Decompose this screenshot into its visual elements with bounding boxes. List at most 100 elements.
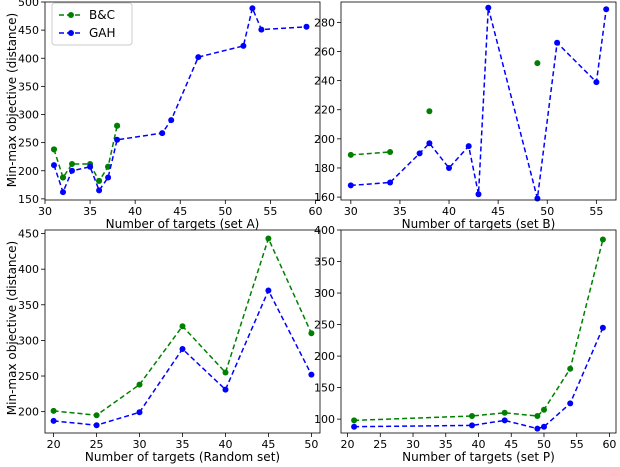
y-tick-label: 200 xyxy=(314,350,335,363)
data-point-bc xyxy=(387,149,394,155)
x-tick-label: 45 xyxy=(504,438,518,451)
y-tick-label: 100 xyxy=(314,413,335,426)
legend-label-bc: B&C xyxy=(89,8,115,22)
y-tick-label: 450 xyxy=(18,24,39,37)
data-point-gah xyxy=(87,163,94,170)
data-point-gah xyxy=(50,417,57,424)
plot-frame xyxy=(44,1,321,201)
data-point-gah xyxy=(303,23,310,30)
y-tick-label: 300 xyxy=(314,287,335,300)
data-point-bc xyxy=(69,161,75,167)
data-point-bc xyxy=(308,330,315,337)
data-point-bc xyxy=(541,406,547,413)
y-tick-label: 160 xyxy=(314,191,335,204)
data-point-gah xyxy=(416,150,423,157)
y-tick-label: 350 xyxy=(18,299,39,312)
data-point-gah xyxy=(96,187,103,194)
legend: B&C GAH xyxy=(51,2,133,46)
x-tick-label: 35 xyxy=(176,438,190,451)
x-tick-label: 50 xyxy=(537,438,551,451)
data-point-gah xyxy=(387,179,394,186)
data-point-gah xyxy=(567,400,574,407)
x-tick-label: 60 xyxy=(308,205,322,218)
data-point-gah xyxy=(465,143,472,150)
x-tick-label: 40 xyxy=(128,205,142,218)
y-tick-label: 250 xyxy=(314,319,335,332)
data-point-bc xyxy=(136,381,143,388)
data-point-bc xyxy=(265,235,272,242)
x-tick-label: 45 xyxy=(173,205,187,218)
x-tick-label: 30 xyxy=(38,205,52,218)
data-point-gah xyxy=(485,4,492,11)
x-tick-label: 30 xyxy=(406,438,420,451)
x-axis-label: Number of targets (set B) xyxy=(402,217,556,231)
y-tick-label: 400 xyxy=(314,224,335,237)
x-tick-label: 20 xyxy=(341,438,355,451)
data-point-gah xyxy=(114,136,121,143)
x-axis-label: Number of targets (set A) xyxy=(106,217,260,231)
legend-marker-gah xyxy=(68,30,74,36)
data-point-bc xyxy=(96,177,103,184)
data-point-gah xyxy=(475,191,482,198)
data-point-bc xyxy=(179,323,186,330)
series-line-gah xyxy=(53,5,307,195)
y-tick-label: 400 xyxy=(18,263,39,276)
x-tick-label: 40 xyxy=(442,205,456,218)
data-point-gah xyxy=(258,26,265,33)
y-tick-label: 300 xyxy=(18,109,39,122)
y-axis-label-bottom: Min-max objective (distance) xyxy=(5,241,19,415)
y-tick-label: 180 xyxy=(314,162,335,175)
data-point-gah xyxy=(195,54,202,61)
series-line-bc xyxy=(354,239,604,422)
data-point-gah xyxy=(265,287,272,294)
y-tick-label: 500 xyxy=(18,0,39,9)
y-tick-label: 350 xyxy=(314,256,335,269)
y-tick-label: 200 xyxy=(18,406,39,419)
data-point-bc xyxy=(567,365,574,372)
x-tick-label: 55 xyxy=(263,205,277,218)
y-tick-label: 240 xyxy=(314,75,335,88)
x-tick-label: 45 xyxy=(261,438,275,451)
plot-frame xyxy=(44,229,321,434)
x-tick-label: 50 xyxy=(540,205,554,218)
data-point-gah xyxy=(168,117,175,124)
data-point-gah xyxy=(426,140,433,147)
x-tick-label: 35 xyxy=(83,205,97,218)
x-tick-label: 40 xyxy=(218,438,232,451)
data-point-gah xyxy=(159,130,166,137)
y-tick-label: 220 xyxy=(314,104,335,117)
x-tick-label: 45 xyxy=(491,205,505,218)
panel-set-b: 30 35 40 45 50 55 160 180 200 220 240 260 280 Number … xyxy=(314,1,617,231)
data-point-gah xyxy=(93,422,100,429)
y-tick-label: 350 xyxy=(18,80,39,93)
data-point-bc xyxy=(469,413,475,419)
data-point-gah xyxy=(501,417,508,424)
plot-frame xyxy=(340,1,617,201)
data-point-bc xyxy=(114,122,121,129)
y-tick-label: 150 xyxy=(18,193,39,206)
y-tick-label: 400 xyxy=(18,52,39,65)
panel-set-p: 20 25 30 35 40 45 50 55 60 100 150 200 250 300 350 400 N… xyxy=(314,224,616,464)
x-tick-label: 40 xyxy=(472,438,486,451)
legend-label-gah: GAH xyxy=(89,26,116,40)
x-axis-label: Number of targets (Random set) xyxy=(85,450,280,464)
data-point-gah xyxy=(534,425,541,432)
data-point-gah xyxy=(554,39,561,46)
data-point-gah xyxy=(541,423,547,430)
series-line-gah xyxy=(354,327,604,430)
data-point-gah xyxy=(351,423,358,430)
data-point-gah xyxy=(51,162,57,169)
panel-set-a: 30 35 40 45 50 55 60 150 200 250 300 350 400 450 500 Nu… xyxy=(18,0,322,231)
series-line-gah xyxy=(53,288,313,426)
data-point-gah xyxy=(308,371,315,378)
x-axis-label: Number of targets (set P) xyxy=(402,450,555,464)
x-tick-label: 35 xyxy=(393,205,407,218)
x-tick-label: 35 xyxy=(439,438,453,451)
data-point-bc xyxy=(347,151,354,158)
data-point-gah xyxy=(179,346,186,352)
data-point-gah xyxy=(599,324,606,331)
data-point-bc xyxy=(50,407,57,414)
data-point-gah xyxy=(60,189,66,196)
y-tick-label: 200 xyxy=(18,165,39,178)
panel-random-set: 20 25 30 35 40 45 50 200 250 300 350 400 450 Number o… xyxy=(18,228,321,464)
